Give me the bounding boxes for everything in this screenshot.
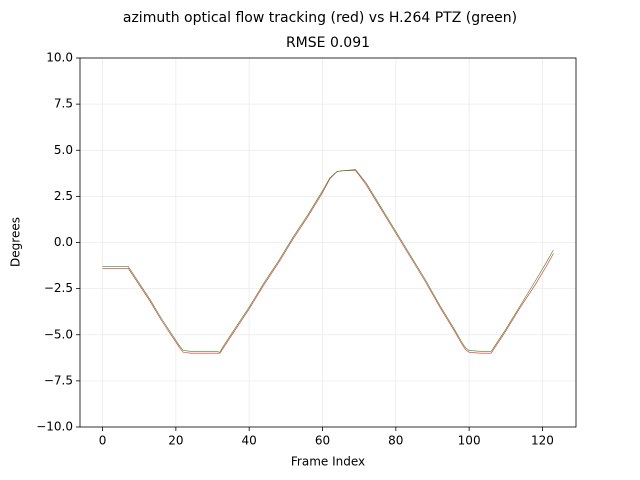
y-tick-label: 7.5 [54, 97, 73, 111]
series-line [102, 170, 554, 354]
x-tick-label: 120 [531, 434, 554, 448]
x-tick-label: 60 [315, 434, 330, 448]
y-tick-label: −2.5 [44, 281, 73, 295]
chart-subtitle: RMSE 0.091 [286, 35, 370, 51]
y-tick-label: 5.0 [54, 143, 73, 157]
x-tick-label: 40 [242, 434, 257, 448]
x-tick-label: 20 [168, 434, 183, 448]
y-tick-label: 10.0 [46, 51, 73, 65]
x-tick-label: 0 [99, 434, 107, 448]
x-tick-label: 80 [388, 434, 403, 448]
y-tick-label: −5.0 [44, 327, 73, 341]
y-tick-label: −7.5 [44, 373, 73, 387]
y-tick-label: −10.0 [36, 420, 73, 434]
y-tick-label: 0.0 [54, 235, 73, 249]
y-axis-label: Degrees [9, 217, 23, 267]
chart-title: azimuth optical flow tracking (red) vs H… [123, 10, 517, 26]
x-tick-label: 100 [458, 434, 481, 448]
series-line [102, 169, 554, 353]
plot-frame [79, 57, 577, 428]
x-axis-label: Frame Index [291, 455, 365, 469]
y-tick-label: 2.5 [54, 189, 73, 203]
